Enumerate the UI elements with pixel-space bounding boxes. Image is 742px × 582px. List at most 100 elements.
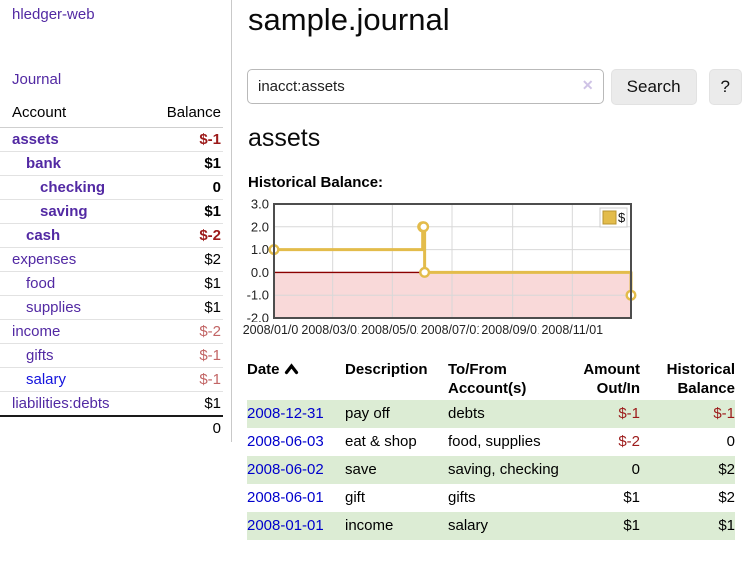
svg-text:2008/01/01: 2008/01/01 (243, 323, 306, 337)
account-row: food $1 (0, 271, 223, 296)
account-row: gifts $-1 (0, 343, 223, 368)
account-balance: $-1 (140, 343, 223, 368)
transaction-amount: $-1 (618, 405, 640, 422)
accounts-header-row: Account Balance (0, 101, 223, 128)
svg-text:2.0: 2.0 (251, 219, 269, 234)
register-row: 2008-01-01 income salary $1 $1 (247, 512, 735, 540)
account-row: cash $-2 (0, 223, 223, 248)
transaction-amount: 0 (631, 461, 640, 478)
transaction-amount: $-2 (618, 433, 640, 450)
accounts-header-balance: Balance (140, 101, 223, 128)
sidebar: hledger-web Journal Account Balance asse… (0, 0, 232, 442)
account-balance: $-1 (140, 127, 223, 152)
help-button[interactable]: ? (708, 69, 742, 105)
account-balance: $-2 (140, 319, 223, 344)
register-row: 2008-06-02 save saving, checking 0 $2 (247, 456, 735, 484)
account-balance: $2 (140, 247, 223, 272)
transaction-accounts: food, supplies (448, 433, 541, 450)
clear-search-icon[interactable]: ✕ (581, 77, 594, 93)
account-link[interactable]: bank (26, 155, 62, 172)
svg-text:2008/03/01: 2008/03/01 (301, 323, 364, 337)
transaction-accounts: gifts (448, 489, 476, 506)
search-bar: ✕ Search ? (247, 69, 742, 105)
svg-text:2008/07/01: 2008/07/01 (421, 323, 484, 337)
register-row: 2008-06-01 gift gifts $1 $2 (247, 484, 735, 512)
account-balance: $1 (140, 151, 223, 176)
svg-text:-2.0: -2.0 (247, 311, 269, 326)
svg-text:-1.0: -1.0 (247, 288, 269, 303)
transaction-description: income (345, 517, 394, 534)
transaction-accounts: debts (448, 405, 485, 422)
account-balance: 0 (140, 175, 223, 200)
account-link[interactable]: salary (26, 371, 67, 388)
svg-text:1.0: 1.0 (251, 242, 269, 257)
svg-text:3.0: 3.0 (251, 197, 269, 212)
account-link[interactable]: liabilities:debts (12, 395, 110, 412)
register-table: Date Description To/From Account(s) Amou… (247, 358, 735, 540)
main-content: sample.journal ✕ Search ? assets Histori… (240, 0, 742, 540)
account-row: salary $-1 (0, 367, 223, 392)
transaction-balance: $2 (718, 489, 735, 506)
svg-text:2008/05/01: 2008/05/01 (361, 323, 424, 337)
chart-title: Historical Balance: (248, 174, 384, 191)
register-header-row: Date Description To/From Account(s) Amou… (247, 358, 735, 400)
account-link[interactable]: expenses (12, 251, 77, 268)
transaction-description: pay off (345, 405, 390, 422)
svg-text:$: $ (618, 210, 626, 225)
account-link[interactable]: checking (40, 179, 106, 196)
account-row: saving $1 (0, 199, 223, 224)
transaction-date-link[interactable]: 2008-06-01 (247, 489, 324, 506)
account-link[interactable]: supplies (26, 299, 82, 316)
transaction-date-link[interactable]: 2008-06-03 (247, 433, 324, 450)
accounts-total-row: 0 (0, 415, 223, 440)
account-row: checking 0 (0, 175, 223, 200)
brand-link[interactable]: hledger-web (12, 6, 95, 23)
transaction-amount: $1 (623, 517, 640, 534)
account-link[interactable]: assets (12, 131, 59, 148)
account-link[interactable]: gifts (26, 347, 54, 364)
account-link[interactable]: cash (26, 227, 61, 244)
account-row: bank $1 (0, 151, 223, 176)
nav-journal-link[interactable]: Journal (12, 71, 62, 88)
account-row: income $-2 (0, 319, 223, 344)
transaction-description: save (345, 461, 377, 478)
accounts-total-value: 0 (140, 415, 223, 440)
transaction-balance: $2 (718, 461, 735, 478)
register-header-description: Description (345, 361, 428, 378)
account-row: liabilities:debts $1 (0, 391, 223, 417)
transaction-balance: $-1 (713, 405, 735, 422)
account-link[interactable]: food (26, 275, 56, 292)
register-header-date[interactable]: Date (247, 358, 345, 400)
transaction-balance: $1 (718, 517, 735, 534)
accounts-header-account: Account (0, 101, 140, 128)
account-link[interactable]: saving (40, 203, 88, 220)
register-header-balance: Historical Balance (666, 361, 735, 397)
transaction-amount: $1 (623, 489, 640, 506)
transaction-date-link[interactable]: 2008-06-02 (247, 461, 324, 478)
svg-text:0.0: 0.0 (251, 265, 269, 280)
register-header-accounts: To/From Account(s) (448, 361, 527, 397)
transaction-accounts: salary (448, 517, 489, 534)
account-balance: $-2 (140, 223, 223, 248)
svg-text:2008/09/01: 2008/09/01 (481, 323, 544, 337)
transaction-description: gift (345, 489, 366, 506)
account-balance: $1 (140, 271, 223, 296)
accounts-table: Account Balance assets $-1 bank $1 checking 0… (0, 101, 223, 440)
page-title: sample.journal (248, 2, 450, 37)
account-balance: $1 (140, 199, 223, 224)
search-input[interactable] (247, 69, 604, 104)
svg-text:2008/11/01: 2008/11/01 (541, 323, 603, 337)
register-row: 2008-06-03 eat & shop food, supplies $-2 0 (247, 428, 735, 456)
register-header-amount: Amount Out/In (583, 361, 640, 397)
account-balance: $-1 (140, 367, 223, 392)
search-button[interactable]: Search (610, 69, 697, 105)
historical-balance-chart: 3.0 2.0 1.0 0.0 -1.0 -2.0 $2008/01/01 2008/03/0… (240, 196, 739, 346)
account-row: expenses $2 (0, 247, 223, 272)
account-link[interactable]: income (12, 323, 61, 340)
account-heading: assets (248, 124, 321, 152)
transaction-accounts: saving, checking (448, 461, 559, 478)
transaction-date-link[interactable]: 2008-12-31 (247, 405, 324, 422)
account-balance: $1 (140, 295, 223, 320)
transaction-date-link[interactable]: 2008-01-01 (247, 517, 324, 534)
